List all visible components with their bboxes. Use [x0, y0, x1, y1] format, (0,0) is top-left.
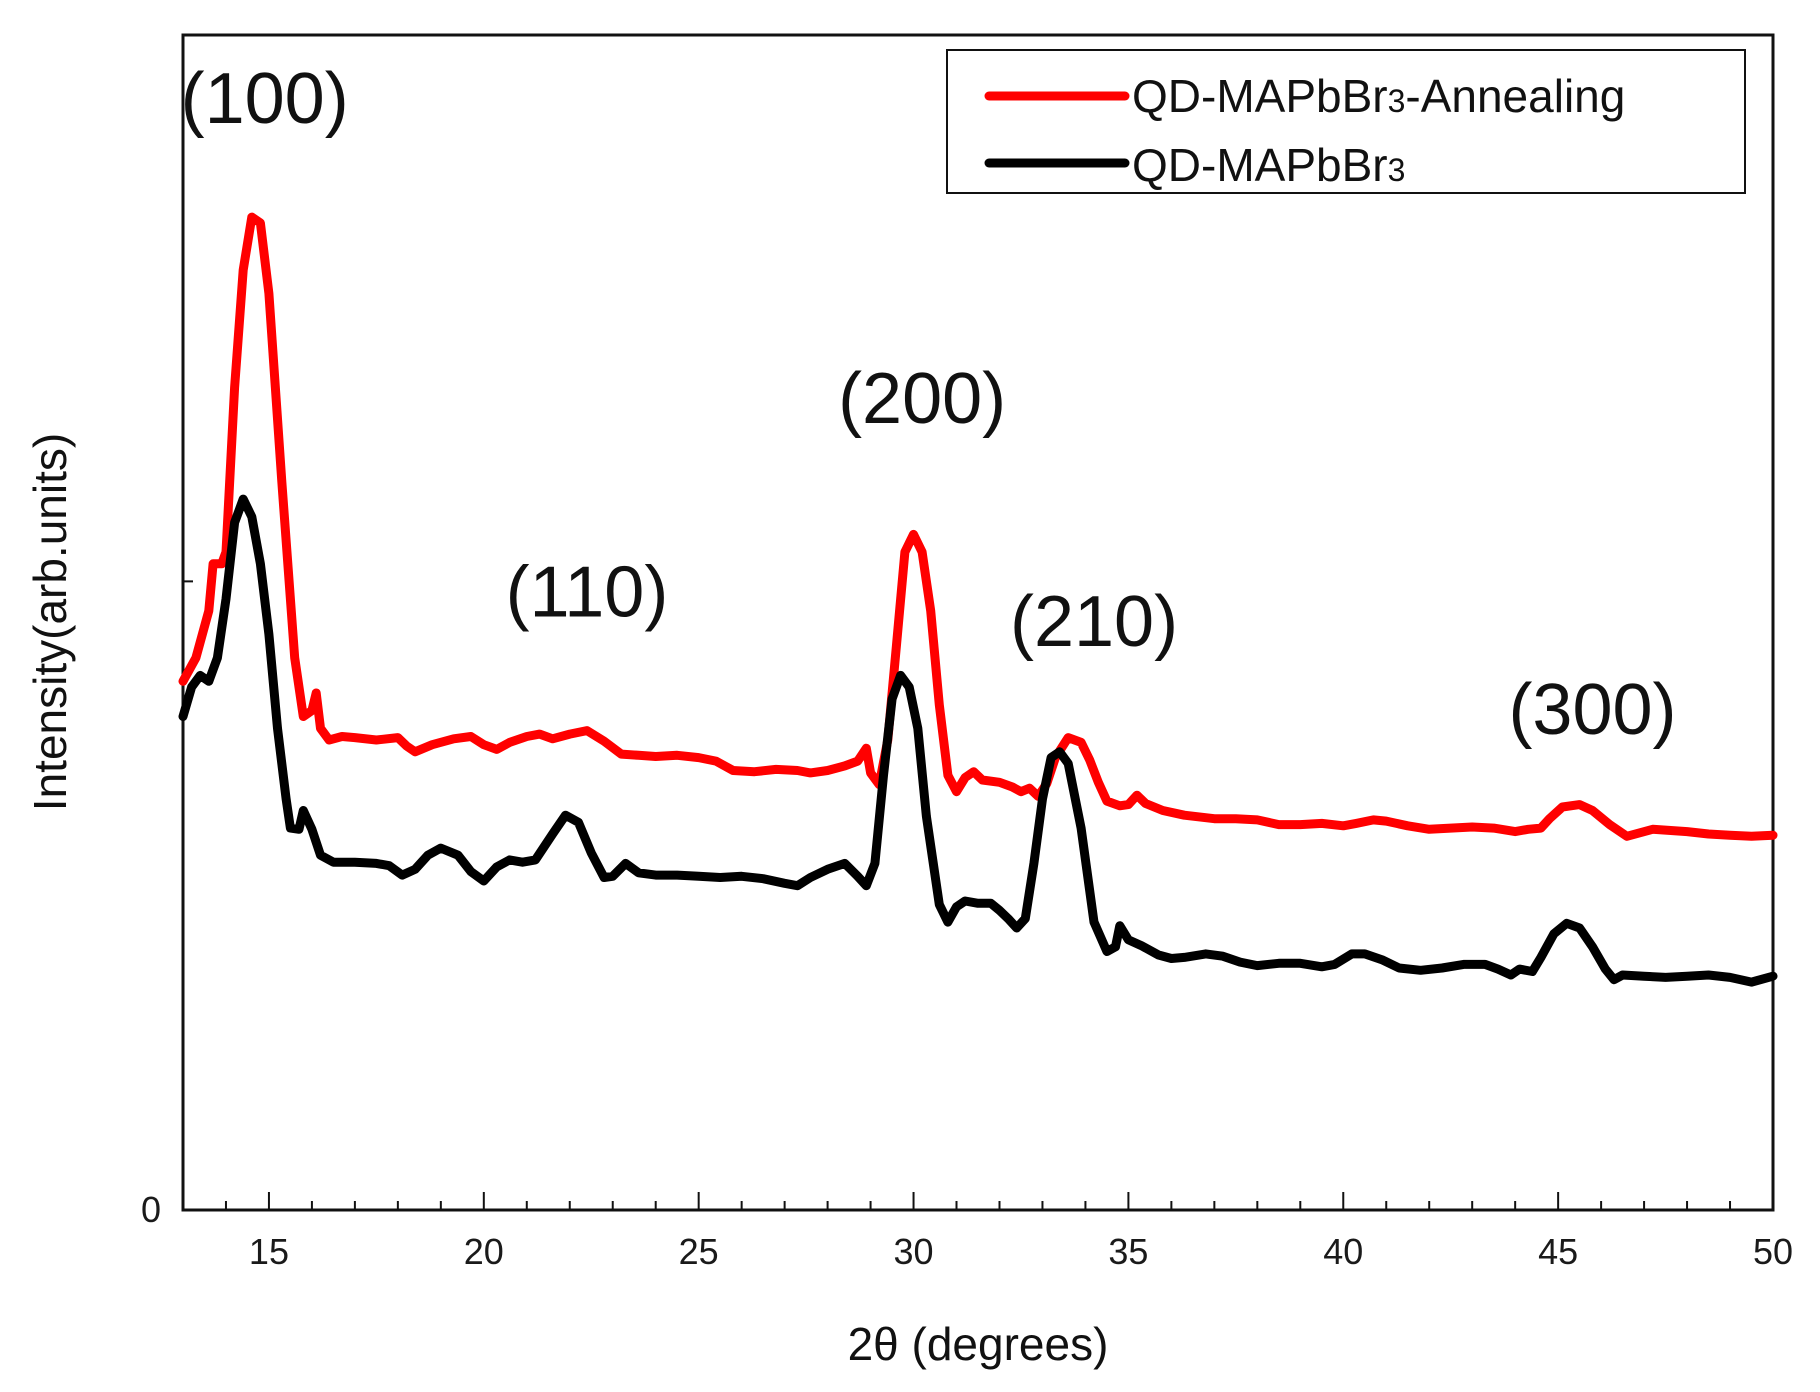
peak-label: (210) [1010, 582, 1178, 662]
x-tick-label: 45 [1538, 1231, 1578, 1272]
x-axis-title: 2θ (degrees) [848, 1318, 1109, 1370]
legend-box [946, 49, 1746, 194]
y-axis-title: Intensity(arb.units) [24, 433, 76, 811]
legend: QD-MAPbBr3-Annealing QD-MAPbBr3 [946, 49, 1746, 194]
x-tick-label: 35 [1108, 1231, 1148, 1272]
x-tick-label: 40 [1323, 1231, 1363, 1272]
plot-frame [181, 33, 1775, 1212]
peak-label: (110) [506, 553, 669, 633]
x-tick-label: 50 [1753, 1231, 1793, 1272]
x-tick-label: 15 [249, 1231, 289, 1272]
y-axis-ticks: 0 [141, 580, 193, 1230]
y-tick-label: 0 [141, 1189, 161, 1230]
x-tick-label: 30 [894, 1231, 934, 1272]
peak-annotations: (100) (110) (200) (210) (300) [181, 59, 1677, 750]
x-axis-ticks: 15 20 25 30 35 40 45 50 [224, 1192, 1793, 1272]
peak-label: (200) [838, 359, 1006, 439]
x-tick-label: 20 [464, 1231, 504, 1272]
series-line-as-prepared [178, 494, 1778, 987]
x-tick-label: 25 [679, 1231, 719, 1272]
legend-label-annealing: QD-MAPbBr3-Annealing [1132, 70, 1625, 122]
peak-label: (100) [181, 59, 349, 139]
legend-label-asprepared: QD-MAPbBr3 [1132, 139, 1405, 191]
series-layer [178, 212, 1778, 987]
series-line-annealing [178, 212, 1778, 841]
peak-label: (300) [1508, 670, 1676, 750]
